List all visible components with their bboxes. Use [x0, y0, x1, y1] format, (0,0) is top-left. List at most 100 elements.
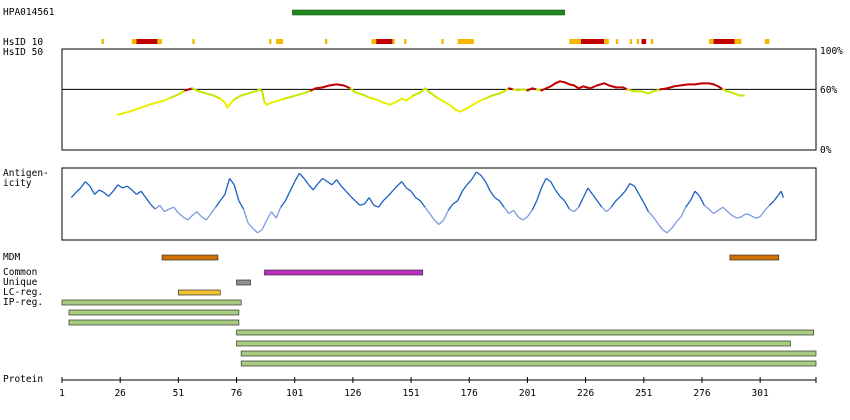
identity-profile-segment — [368, 96, 378, 101]
antigenicity-profile-segment — [187, 215, 193, 221]
antigenicity-profile-segment — [317, 177, 324, 184]
hsid10-segment — [131, 39, 137, 44]
ip_reg-track-bar — [236, 329, 815, 336]
protein-axis-tick-label: 51 — [173, 388, 185, 399]
antigenicity-profile-segment — [419, 200, 426, 208]
unique-track-bar — [236, 279, 251, 286]
antigenicity-profile-segment — [471, 171, 477, 181]
antigenicity-profile-segment — [708, 208, 715, 215]
antigenicity-label-1: Antigen- — [3, 168, 49, 179]
identity-profile-segment — [693, 82, 703, 86]
identity-profile-segment — [291, 93, 301, 98]
identity-profile-segment — [442, 100, 452, 107]
antigenicity-profile-segment — [233, 184, 240, 201]
antigenicity-profile-segment — [620, 190, 626, 197]
antigenicity-profile-segment — [573, 206, 580, 213]
identity-profile-segment — [328, 83, 338, 87]
antigenicity-profile-segment — [89, 185, 96, 195]
antigenicity-profile-segment — [382, 195, 389, 202]
identity-profile-segment — [240, 92, 250, 97]
antigenicity-profile-segment — [647, 211, 654, 218]
hsid10-segment — [629, 39, 633, 44]
antigenicity-profile-segment — [149, 203, 156, 210]
antigenicity-profile-segment — [536, 187, 543, 202]
antigenicity-profile-segment — [433, 219, 440, 225]
antigenicity-profile-segment — [657, 222, 663, 230]
ip_reg-track-bar — [240, 350, 817, 357]
antigenicity-profile-segment — [340, 185, 347, 192]
antigenicity-profile-segment — [238, 200, 245, 210]
identity-profile-segment — [673, 84, 683, 88]
antigenicity-profile-segment — [717, 206, 724, 211]
antigenicity-profile-segment — [164, 208, 170, 213]
antigenicity-profile-segment — [540, 178, 547, 189]
mdm-track-bar — [161, 254, 219, 261]
antigenicity-profile-segment — [666, 227, 673, 234]
hsid10-segment — [269, 39, 272, 44]
common-label: Common — [3, 267, 38, 278]
antigenicity-profile-segment — [84, 181, 91, 187]
antigenicity-profile-segment — [759, 210, 766, 218]
identity-axis-bottom: 0% — [820, 145, 832, 156]
mdm-label: MDM — [3, 252, 21, 263]
protein-axis-tick-label: 126 — [344, 388, 361, 399]
antigenicity-profile-segment — [736, 216, 742, 219]
identity-profile-segment — [589, 84, 599, 90]
antigenicity-profile-segment — [224, 178, 231, 195]
antigenicity-profile-segment — [270, 211, 277, 219]
antigenicity-profile-segment — [689, 190, 696, 202]
hsid10-segment — [457, 39, 474, 44]
hsid10-segment — [569, 39, 581, 44]
hsid10-segment — [734, 39, 742, 44]
antigenicity-profile-segment — [429, 213, 435, 221]
antigenicity-profile-segment — [550, 181, 556, 191]
antigenicity-profile-segment — [615, 195, 621, 202]
identity-profile-segment — [659, 87, 669, 91]
hsid10-segment — [371, 39, 377, 44]
hsid10-segment — [136, 39, 158, 44]
identity-profile-segment — [680, 83, 690, 87]
antigenicity-profile-segment — [582, 187, 589, 198]
ip_reg-track-bar — [68, 319, 240, 326]
antigenicity-profile-segment — [247, 222, 254, 229]
antigenicity-profile-segment — [257, 229, 263, 234]
protein-axis-tick-label: 176 — [461, 388, 478, 399]
antigenicity-profile-segment — [554, 189, 561, 197]
antigenicity-profile-segment — [140, 190, 147, 198]
antigenicity-profile-segment — [694, 190, 701, 197]
antigenicity-profile-segment — [182, 216, 189, 221]
hsid10-segment — [101, 39, 104, 44]
hsid10-segment — [764, 39, 770, 44]
antigenicity-profile-segment — [624, 183, 631, 192]
antigenicity-profile-segment — [377, 200, 384, 208]
protein-axis-tick-label: 101 — [286, 388, 303, 399]
hsid10-segment — [604, 39, 609, 44]
protein-axis-tick-label: 26 — [114, 388, 126, 399]
identity-profile-segment — [405, 94, 415, 102]
antigenicity-profile-segment — [512, 210, 519, 218]
antigenicity-profile-segment — [466, 179, 473, 186]
antigenicity-profile-segment — [336, 179, 342, 187]
antigenicity-profile-segment — [159, 204, 165, 213]
antigenicity-profile-segment — [461, 184, 468, 192]
identity-profile-segment — [361, 93, 371, 99]
protein-axis-tick-label: 301 — [752, 388, 769, 399]
protein-axis-tick-label: 76 — [231, 388, 243, 399]
protein-label: Protein — [3, 374, 44, 385]
antigenicity-profile-segment — [494, 197, 500, 202]
antigenicity-profile-segment — [210, 206, 217, 214]
identity-profile-segment — [116, 110, 131, 116]
hsid10-segment — [713, 39, 735, 44]
antigenicity-profile-segment — [345, 190, 352, 197]
antigenicity-profile-segment — [755, 216, 761, 219]
identity-axis-top: 100% — [820, 46, 843, 57]
antigenicity-profile-segment — [415, 197, 421, 202]
antigenicity-profile-segment — [685, 200, 691, 208]
hsid10-segment — [392, 39, 395, 44]
antigenicity-profile-segment — [298, 172, 305, 179]
antigenicity-profile-segment — [229, 178, 235, 186]
antigenicity-profile-segment — [484, 181, 491, 192]
antigenicity-profile-segment — [173, 206, 179, 214]
hsid10-segment — [404, 39, 407, 44]
